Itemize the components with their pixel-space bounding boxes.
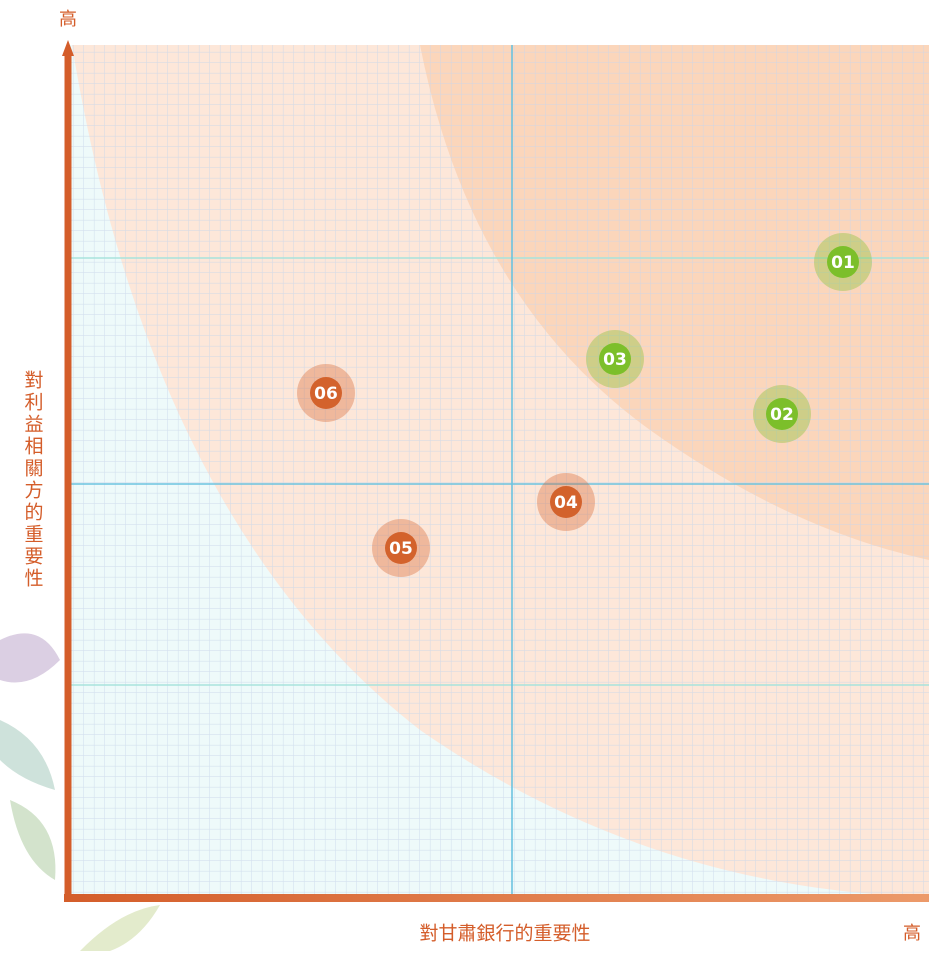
- node-label: 04: [554, 493, 578, 513]
- node-label: 06: [314, 384, 338, 404]
- node: [599, 343, 631, 375]
- x-axis: [64, 894, 929, 902]
- y-arrow: [62, 40, 74, 56]
- x-end-label: 高: [903, 923, 921, 944]
- node: [310, 377, 342, 409]
- x-label: 對甘肅銀行的重要性: [419, 923, 590, 945]
- grid: [68, 45, 929, 897]
- node-label: 05: [389, 539, 413, 559]
- node-label: 01: [831, 253, 855, 273]
- y-end-label: 高: [59, 9, 77, 30]
- major-grid: [68, 45, 929, 897]
- node-label: 03: [603, 350, 627, 370]
- node: [550, 486, 582, 518]
- node: [385, 532, 417, 564]
- nodes: 01 02 03 04 05 06: [297, 233, 872, 577]
- leaves: [0, 633, 160, 951]
- node-label: 02: [770, 405, 794, 425]
- node: [766, 398, 798, 430]
- node: [827, 246, 859, 278]
- y-label: 對利益相關方的重要性: [22, 370, 44, 590]
